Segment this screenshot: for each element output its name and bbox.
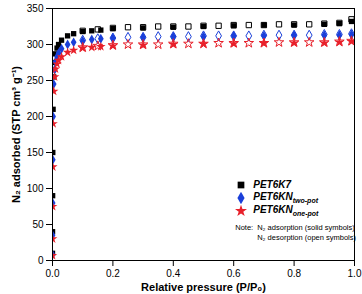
- svg-text:100: 100: [27, 183, 44, 194]
- html-text:N₂ desorption (open symbols): N₂ desorption (open symbols): [257, 233, 356, 242]
- svg-text:N₂ adsorbed (STP cm³ g⁻¹): N₂ adsorbed (STP cm³ g⁻¹): [10, 66, 22, 203]
- svg-text:0.8: 0.8: [287, 268, 301, 279]
- svg-text:350: 350: [27, 3, 44, 14]
- svg-text:250: 250: [27, 75, 44, 86]
- html-text:PET6KNtwo-pot: PET6KNtwo-pot: [253, 191, 318, 204]
- svg-text:50: 50: [32, 219, 44, 230]
- svg-text:0.6: 0.6: [227, 268, 241, 279]
- svg-text:0.4: 0.4: [166, 268, 180, 279]
- svg-text:300: 300: [27, 39, 44, 50]
- html-text:PET6K7: PET6K7: [253, 179, 292, 190]
- html-text:Note: N₂ adsorption (solid sym: Note: N₂ adsorption (solid symbols): [235, 223, 355, 232]
- svg-text:0.0: 0.0: [46, 268, 60, 279]
- svg-text:0: 0: [38, 255, 44, 266]
- html-text:PET6KNone-pot: PET6KNone-pot: [253, 204, 319, 217]
- svg-text:Relative pressure (P/P₀): Relative pressure (P/P₀): [141, 281, 266, 293]
- svg-text:1.0: 1.0: [348, 268, 362, 279]
- svg-text:150: 150: [27, 147, 44, 158]
- svg-text:200: 200: [27, 111, 44, 122]
- svg-text:0.2: 0.2: [106, 268, 120, 279]
